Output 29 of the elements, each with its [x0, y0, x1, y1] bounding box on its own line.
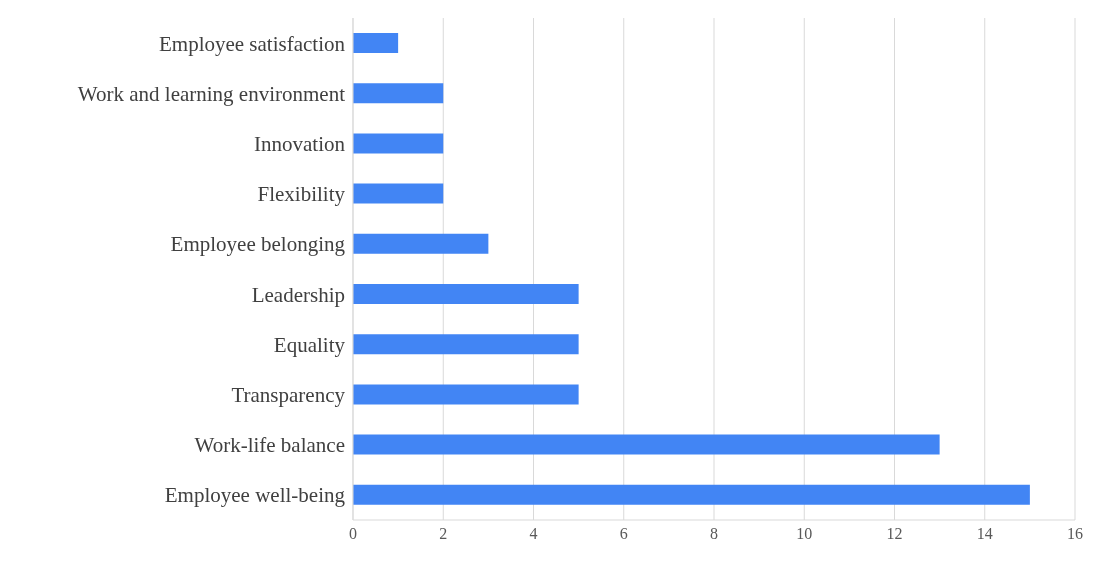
x-tick-label: 14: [976, 525, 993, 543]
y-tick-label: Transparency: [231, 382, 346, 407]
bar: [353, 83, 444, 104]
x-tick-label: 6: [619, 525, 628, 543]
bar: [353, 183, 444, 204]
y-tick-label: Work-life balance: [194, 433, 345, 458]
y-tick-label: Leadership: [251, 282, 345, 307]
y-tick-label: Flexibility: [257, 182, 346, 207]
bar: [353, 133, 444, 154]
x-tick-label: 10: [796, 525, 813, 543]
x-tick-label: 4: [529, 525, 538, 543]
x-tick-label: 12: [886, 525, 903, 543]
y-tick-label: Equality: [273, 332, 346, 357]
bar: [353, 284, 579, 304]
x-tick-label: 8: [710, 525, 718, 543]
x-tick-label: 16: [1067, 525, 1083, 543]
bar: [353, 434, 940, 455]
y-tick-label: Employee satisfaction: [158, 31, 346, 56]
y-tick-label: Innovation: [254, 131, 346, 156]
bar: [353, 334, 579, 355]
y-tick-label: Employee belonging: [170, 232, 346, 257]
bar: [353, 484, 1030, 505]
bar: [353, 33, 399, 53]
x-tick-label: 2: [439, 525, 448, 543]
bar: [353, 384, 579, 405]
bar: [353, 233, 489, 254]
x-tick-label: 0: [349, 525, 357, 543]
y-tick-label: Employee well-being: [164, 483, 346, 508]
y-tick-label: Work and learning environment: [77, 81, 346, 106]
